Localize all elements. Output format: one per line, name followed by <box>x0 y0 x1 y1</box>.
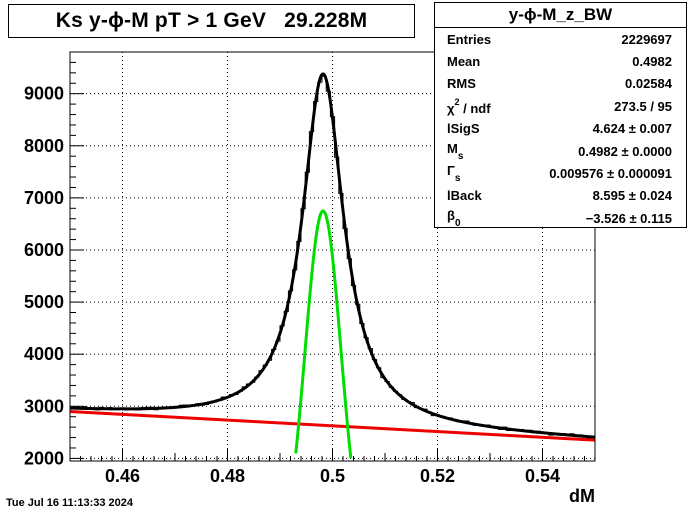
stats-rows: Entries 2229697 Mean 0.4982 RMS 0.02584 χ2 / n… <box>435 28 686 230</box>
total-fit-line <box>69 72 596 439</box>
stats-value: 2229697 <box>621 31 672 47</box>
stats-label: β0 <box>447 207 461 229</box>
x-axis-title: dM <box>569 486 595 506</box>
stats-label-sup: 2 <box>454 96 460 107</box>
stats-row: Entries 2229697 <box>435 28 686 50</box>
y-tick-label: 4000 <box>24 344 64 364</box>
x-tick-label: 0.5 <box>320 466 345 486</box>
stats-label: Mean <box>447 54 481 70</box>
x-tick-label: 0.46 <box>105 466 140 486</box>
x-tick-label: 0.52 <box>420 466 455 486</box>
y-tick-label: 3000 <box>24 396 64 416</box>
stats-row: β0 −3.526 ± 0.115 <box>435 207 686 229</box>
series-layer <box>69 72 596 459</box>
stats-label: lBack <box>447 188 482 204</box>
stats-value: 0.4982 ± 0.0000 <box>578 143 672 159</box>
stats-row: lSigS 4.624 ± 0.007 <box>435 118 686 140</box>
stats-box: y-ϕ-M_z_BW Entries 2229697 Mean 0.4982 RMS 0.… <box>434 2 687 230</box>
stats-value: 273.5 / 95 <box>614 98 672 114</box>
background-fit-line <box>69 410 596 442</box>
stats-title: y-ϕ-M_z_BW <box>435 3 686 28</box>
stats-row: Ms 0.4982 ± 0.0000 <box>435 140 686 162</box>
stats-row: lBack 8.595 ± 0.024 <box>435 185 686 207</box>
stats-label: Γs <box>447 163 461 185</box>
y-tick-label: 5000 <box>24 292 64 312</box>
stats-value: −3.526 ± 0.115 <box>585 210 672 226</box>
tick-layer: 0.46 0.48 0.5 0.52 0.54 2000 3000 4000 5000 6000 7… <box>24 61 596 486</box>
stats-value: 4.624 ± 0.007 <box>592 121 672 137</box>
stats-row: RMS 0.02584 <box>435 73 686 95</box>
y-tick-label: 7000 <box>24 188 64 208</box>
stats-value: 0.4982 <box>632 54 672 70</box>
stats-label-sub: s <box>457 150 464 162</box>
y-tick-label: 8000 <box>24 136 64 156</box>
stats-label: RMS <box>447 76 476 92</box>
stats-label: lSigS <box>447 121 480 137</box>
x-tick-label: 0.48 <box>210 466 245 486</box>
stats-value: 0.02584 <box>625 76 672 92</box>
signal-fit-line <box>294 209 353 459</box>
y-tick-label: 9000 <box>24 84 64 104</box>
datestamp: Tue Jul 16 11:13:33 2024 <box>6 497 133 509</box>
y-tick-label: 2000 <box>24 448 64 468</box>
stats-row: Γs 0.009576 ± 0.000091 <box>435 162 686 184</box>
stats-value: 8.595 ± 0.024 <box>592 188 672 204</box>
stats-label: Ms <box>447 140 464 162</box>
stats-value: 0.009576 ± 0.000091 <box>549 166 672 182</box>
stats-label: Entries <box>447 31 492 47</box>
stats-label-sub: 0 <box>454 217 461 229</box>
y-tick-label: 6000 <box>24 240 64 260</box>
stats-label: χ2 / ndf <box>447 96 491 116</box>
stats-label-sub: s <box>454 173 461 185</box>
histogram-title: Ks y-ϕ-M pT > 1 GeV 29.228M <box>8 4 415 38</box>
stats-row: χ2 / ndf 273.5 / 95 <box>435 95 686 117</box>
x-tick-label: 0.54 <box>525 466 560 486</box>
stats-row: Mean 0.4982 <box>435 50 686 72</box>
